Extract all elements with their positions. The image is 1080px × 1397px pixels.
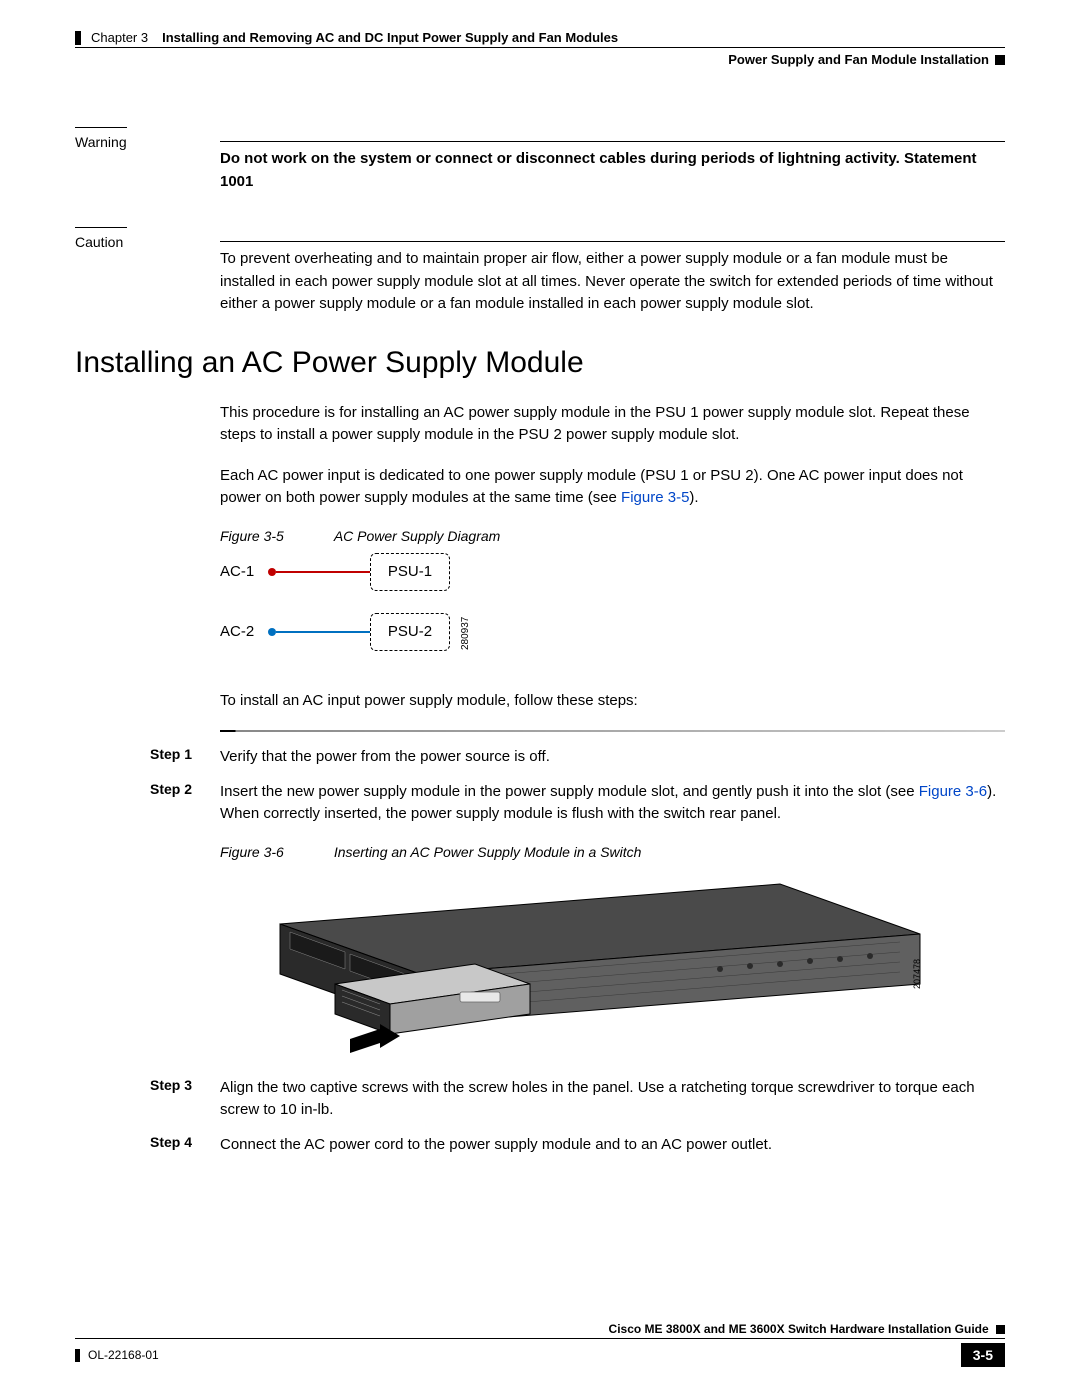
paragraph-1: This procedure is for installing an AC p…	[220, 402, 1005, 447]
step-1-label: Step 1	[75, 746, 220, 769]
figure-5-title: AC Power Supply Diagram	[334, 528, 501, 544]
figure-5-id: 280937	[460, 616, 471, 649]
footer-bar-icon	[75, 1349, 80, 1362]
step-4-text: Connect the AC power cord to the power s…	[220, 1134, 772, 1157]
step-4: Step 4 Connect the AC power cord to the …	[75, 1134, 1005, 1157]
psu-1-box: PSU-1	[370, 553, 450, 591]
steps-divider	[220, 730, 1005, 732]
ac-1-label: AC-1	[220, 563, 254, 580]
psu-2-label: PSU-2	[388, 623, 432, 640]
page-number: 3-5	[961, 1343, 1005, 1367]
footer-square-icon	[996, 1325, 1005, 1334]
step-3: Step 3 Align the two captive screws with…	[75, 1077, 1005, 1122]
para2-text-b: ).	[689, 489, 698, 506]
ac-2-line	[276, 631, 370, 633]
ac-1-line	[276, 571, 370, 573]
step-3-text: Align the two captive screws with the sc…	[220, 1077, 1005, 1122]
page-header: Chapter 3 Installing and Removing AC and…	[75, 30, 1005, 48]
step-4-label: Step 4	[75, 1134, 220, 1157]
figure-3-5-link[interactable]: Figure 3-5	[621, 489, 689, 506]
step-2-text-a: Insert the new power supply module in th…	[220, 783, 919, 800]
caution-block: Caution To prevent overheating and to ma…	[75, 227, 1005, 316]
page-footer: Cisco ME 3800X and ME 3600X Switch Hardw…	[75, 1322, 1005, 1367]
step-1-text: Verify that the power from the power sou…	[220, 746, 550, 769]
psu-2-box: PSU-2	[370, 613, 450, 651]
header-marker	[75, 31, 81, 45]
paragraph-2: Each AC power input is dedicated to one …	[220, 465, 1005, 510]
para2-text-a: Each AC power input is dedicated to one …	[220, 467, 963, 507]
ac-power-diagram: AC-1 PSU-1 AC-2 PSU-2 280937	[220, 558, 520, 668]
footer-guide-title: Cisco ME 3800X and ME 3600X Switch Hardw…	[609, 1322, 989, 1336]
figure-6-caption: Figure 3-6 Inserting an AC Power Supply …	[220, 844, 1005, 860]
chapter-title: Installing and Removing AC and DC Input …	[162, 30, 618, 45]
ac-1-dot-icon	[268, 568, 276, 576]
ac-2-label: AC-2	[220, 623, 254, 640]
header-square-icon	[995, 55, 1005, 65]
caution-label: Caution	[75, 232, 220, 250]
step-1: Step 1 Verify that the power from the po…	[75, 746, 1005, 769]
chapter-number: Chapter 3	[91, 30, 148, 45]
paragraph-3: To install an AC input power supply modu…	[220, 690, 1005, 713]
psu-1-label: PSU-1	[388, 563, 432, 580]
figure-6-label: Figure 3-6	[220, 844, 284, 860]
figure-6-title: Inserting an AC Power Supply Module in a…	[334, 844, 642, 860]
step-2: Step 2 Insert the new power supply modul…	[75, 781, 1005, 826]
warning-text: Do not work on the system or connect or …	[220, 148, 1005, 193]
warning-block: Warning Do not work on the system or con…	[75, 127, 1005, 193]
section-label: Power Supply and Fan Module Installation	[728, 52, 989, 67]
subheader: Power Supply and Fan Module Installation	[75, 52, 1005, 67]
section-title: Installing an AC Power Supply Module	[75, 346, 1005, 380]
figure-5-caption: Figure 3-5 AC Power Supply Diagram	[220, 528, 1005, 544]
figure-6-id: 207478	[912, 958, 922, 988]
footer-doc-number: OL-22168-01	[88, 1348, 159, 1362]
step-3-label: Step 3	[75, 1077, 220, 1122]
switch-illustration: 207478	[220, 874, 1005, 1059]
warning-label: Warning	[75, 132, 220, 150]
figure-5-label: Figure 3-5	[220, 528, 284, 544]
figure-3-6-link[interactable]: Figure 3-6	[919, 783, 987, 800]
ac-2-dot-icon	[268, 628, 276, 636]
caution-text: To prevent overheating and to maintain p…	[220, 248, 1005, 316]
step-2-label: Step 2	[75, 781, 220, 826]
step-2-text: Insert the new power supply module in th…	[220, 781, 1005, 826]
